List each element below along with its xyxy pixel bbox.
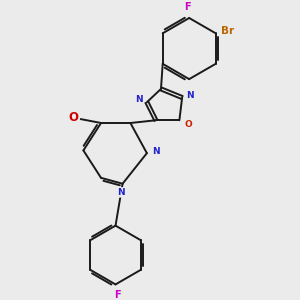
Text: N: N	[135, 95, 143, 104]
Text: F: F	[184, 2, 190, 12]
Text: O: O	[184, 120, 192, 129]
Text: N: N	[152, 147, 159, 156]
Text: N: N	[186, 91, 194, 100]
Text: O: O	[69, 111, 79, 124]
Text: N: N	[117, 188, 124, 197]
Text: Br: Br	[221, 26, 234, 36]
Text: F: F	[114, 290, 121, 300]
